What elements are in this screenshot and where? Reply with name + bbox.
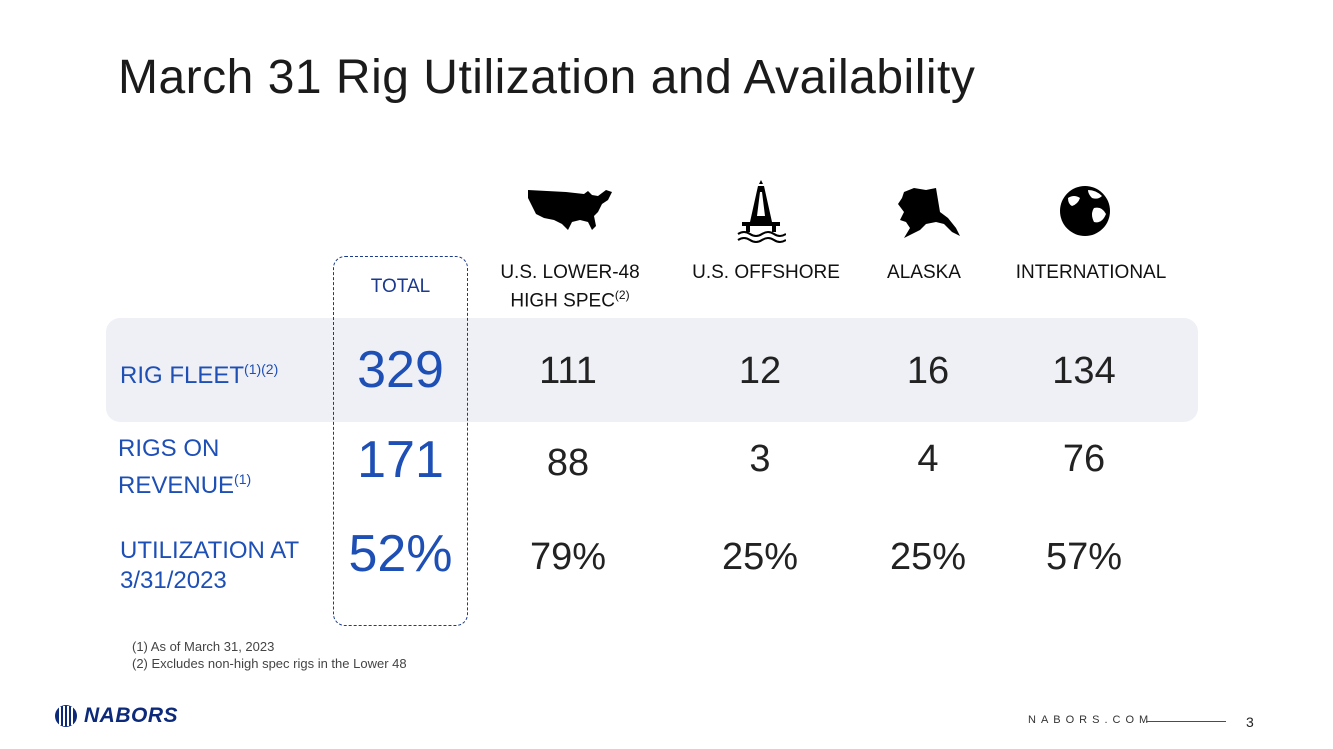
total-rig-fleet: 329 — [357, 341, 444, 399]
cell-revenue-lower48: 88 — [546, 442, 590, 484]
page-number: 3 — [1246, 714, 1254, 730]
cell-fleet-lower48: 111 — [539, 350, 597, 392]
cell-utilization-alaska: 25% — [889, 536, 967, 578]
column-header-alaska: ALASKA — [887, 262, 961, 283]
nabors-logo: NABORS — [54, 704, 178, 728]
total-rigs-on-revenue: 171 — [357, 431, 444, 489]
cell-revenue-alaska: 4 — [917, 438, 939, 480]
offshore-rig-icon — [737, 180, 786, 243]
page-title: March 31 Rig Utilization and Availabilit… — [118, 51, 976, 104]
cell-fleet-offshore: 12 — [738, 350, 782, 392]
alaska-map-icon — [898, 188, 960, 238]
cell-utilization-international: 57% — [1045, 536, 1123, 578]
nabors-logo-text: NABORS — [84, 704, 179, 727]
column-header-lower48: U.S. LOWER-48 HIGH SPEC(2) — [500, 262, 640, 312]
row-label-rigs-on-revenue: RIGS ON REVENUE(1) — [118, 435, 252, 499]
column-header-offshore: U.S. OFFSHORE — [692, 262, 840, 283]
footnotes: (1) As of March 31, 2023 (2) Excludes no… — [132, 638, 407, 672]
cell-revenue-international: 76 — [1062, 438, 1106, 480]
nabors-logo-icon — [55, 705, 77, 727]
column-header-international: INTERNATIONAL — [1015, 262, 1167, 283]
footer-rule — [1146, 721, 1226, 722]
footnote-2: (2) Excludes non-high spec rigs in the L… — [132, 656, 407, 671]
column-header-total: TOTAL — [370, 276, 431, 297]
us-map-icon — [528, 190, 612, 230]
cell-fleet-alaska: 16 — [906, 350, 950, 392]
row-label-rig-fleet: RIG FLEET(1)(2) — [120, 361, 279, 389]
rig-fleet-row-band — [106, 318, 1198, 422]
row-label-utilization: UTILIZATION AT 3/31/2023 — [120, 537, 300, 594]
cell-fleet-international: 134 — [1052, 350, 1116, 392]
globe-icon — [1060, 186, 1110, 236]
cell-revenue-offshore: 3 — [749, 438, 771, 480]
total-utilization: 52% — [348, 525, 453, 583]
cell-utilization-offshore: 25% — [721, 536, 799, 578]
footnote-1: (1) As of March 31, 2023 — [132, 639, 275, 654]
website-text: NABORS.COM — [1028, 714, 1154, 726]
cell-utilization-lower48: 79% — [529, 536, 607, 578]
total-column-highlight — [333, 256, 468, 626]
